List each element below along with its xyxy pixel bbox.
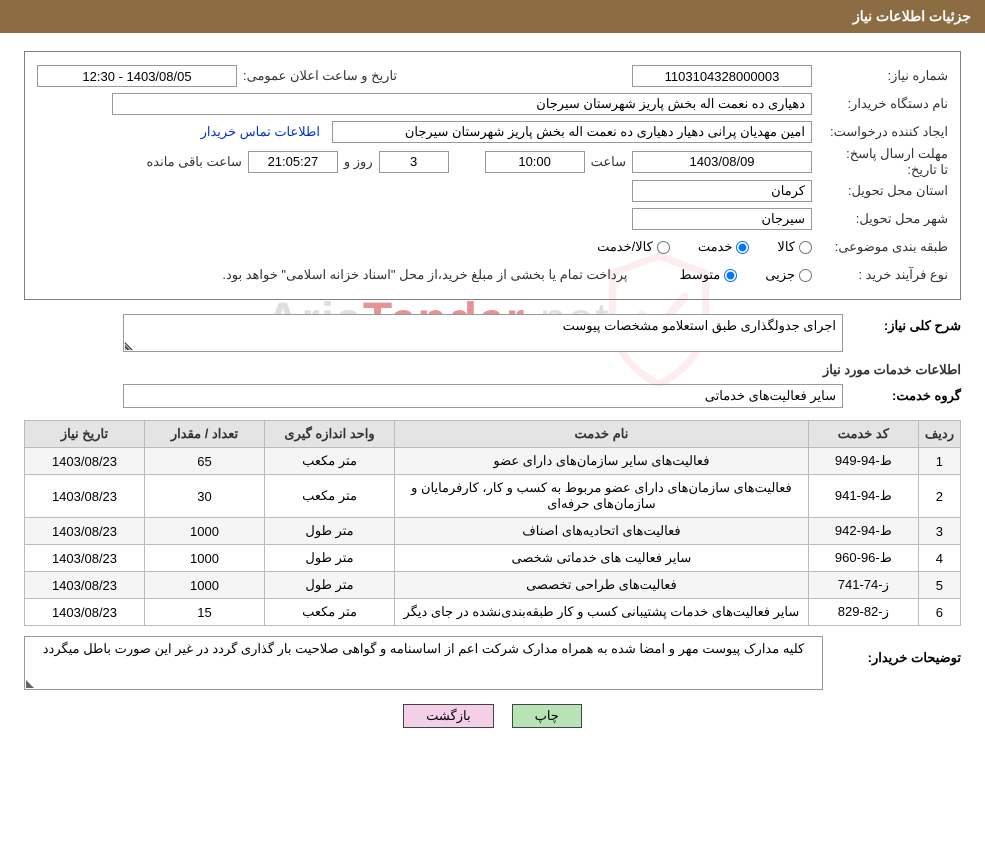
cell-name: سایر فعالیت‌های خدمات پشتیبانی کسب و کار…	[395, 599, 809, 626]
cell-unit: متر طول	[265, 518, 395, 545]
deadline-date: 1403/08/09	[632, 151, 812, 173]
radio-small[interactable]: جزیی	[765, 267, 812, 283]
payment-note: پرداخت تمام یا بخشی از مبلغ خرید،از محل …	[222, 267, 627, 283]
remaining-days: 3	[379, 151, 449, 173]
table-row: 5ز-74-741فعالیت‌های طراحی تخصصیمتر طول10…	[25, 572, 961, 599]
buyer-org-label: نام دستگاه خریدار:	[818, 96, 948, 112]
cell-qty: 1000	[145, 518, 265, 545]
cell-date: 1403/08/23	[25, 545, 145, 572]
cell-name: فعالیت‌های اتحادیه‌های اصناف	[395, 518, 809, 545]
cell-qty: 1000	[145, 572, 265, 599]
cell-n: 2	[918, 475, 960, 518]
cell-n: 5	[918, 572, 960, 599]
table-row: 6ز-82-829سایر فعالیت‌های خدمات پشتیبانی …	[25, 599, 961, 626]
table-row: 1ط-94-949فعالیت‌های سایر سازمان‌های دارا…	[25, 448, 961, 475]
cell-unit: متر طول	[265, 545, 395, 572]
remaining-days-label: روز و	[344, 154, 373, 170]
cell-code: ط-94-941	[808, 475, 918, 518]
cell-n: 1	[918, 448, 960, 475]
need-no-label: شماره نیاز:	[818, 68, 948, 84]
th-unit: واحد اندازه گیری	[265, 421, 395, 448]
general-desc-label: شرح کلی نیاز:	[851, 314, 961, 334]
cell-unit: متر مکعب	[265, 475, 395, 518]
services-table: ردیف کد خدمت نام خدمت واحد اندازه گیری ت…	[24, 420, 961, 626]
buyer-desc-label: توضیحات خریدار:	[831, 636, 961, 666]
table-header-row: ردیف کد خدمت نام خدمت واحد اندازه گیری ت…	[25, 421, 961, 448]
service-group-value: سایر فعالیت‌های خدماتی	[123, 384, 843, 408]
city-label: شهر محل تحویل:	[818, 211, 948, 227]
cell-date: 1403/08/23	[25, 475, 145, 518]
province-label: استان محل تحویل:	[818, 183, 948, 199]
cell-date: 1403/08/23	[25, 599, 145, 626]
radio-both[interactable]: کالا/خدمت	[597, 239, 670, 255]
radio-service[interactable]: خدمت	[698, 239, 750, 255]
cell-name: سایر فعالیت های خدماتی شخصی	[395, 545, 809, 572]
table-row: 2ط-94-941فعالیت‌های سازمان‌های دارای عضو…	[25, 475, 961, 518]
th-date: تاریخ نیاز	[25, 421, 145, 448]
general-desc-text[interactable]: اجرای جدولگذاری طبق استعلامو مشخصات پیوس…	[123, 314, 843, 352]
cell-n: 6	[918, 599, 960, 626]
cell-n: 3	[918, 518, 960, 545]
print-button[interactable]: چاپ	[512, 704, 582, 728]
cell-qty: 1000	[145, 545, 265, 572]
radio-goods[interactable]: کالا	[777, 239, 812, 255]
th-row: ردیف	[918, 421, 960, 448]
need-no-value: 1103104328000003	[632, 65, 812, 87]
cell-code: ط-94-942	[808, 518, 918, 545]
cell-qty: 30	[145, 475, 265, 518]
buyer-desc-text[interactable]: کلیه مدارک پیوست مهر و امضا شده به همراه…	[24, 636, 823, 690]
cell-code: ط-96-960	[808, 545, 918, 572]
cell-name: فعالیت‌های سایر سازمان‌های دارای عضو	[395, 448, 809, 475]
process-label: نوع فرآیند خرید :	[818, 267, 948, 283]
th-name: نام خدمت	[395, 421, 809, 448]
buyer-contact-link[interactable]: اطلاعات تماس خریدار	[201, 124, 320, 140]
province-value: کرمان	[632, 180, 812, 202]
cell-qty: 15	[145, 599, 265, 626]
cell-date: 1403/08/23	[25, 572, 145, 599]
radio-medium[interactable]: متوسط	[679, 267, 737, 283]
topic-label: طبقه بندی موضوعی:	[818, 239, 948, 255]
deadline-time: 10:00	[485, 151, 585, 173]
deadline-label: مهلت ارسال پاسخ:تا تاریخ:	[818, 146, 948, 177]
cell-qty: 65	[145, 448, 265, 475]
table-row: 4ط-96-960سایر فعالیت های خدماتی شخصیمتر …	[25, 545, 961, 572]
cell-date: 1403/08/23	[25, 448, 145, 475]
cell-unit: متر مکعب	[265, 599, 395, 626]
requester-value: امین مهدیان پرانی دهیار دهیاری ده نعمت ا…	[332, 121, 812, 143]
table-row: 3ط-94-942فعالیت‌های اتحادیه‌های اصنافمتر…	[25, 518, 961, 545]
cell-date: 1403/08/23	[25, 518, 145, 545]
deadline-time-label: ساعت	[591, 154, 626, 170]
th-qty: تعداد / مقدار	[145, 421, 265, 448]
info-panel: شماره نیاز: 1103104328000003 تاریخ و ساع…	[24, 51, 961, 300]
services-section-title: اطلاعات خدمات مورد نیاز	[24, 362, 961, 378]
remaining-suffix: ساعت باقی مانده	[146, 154, 241, 170]
cell-unit: متر طول	[265, 572, 395, 599]
cell-name: فعالیت‌های سازمان‌های دارای عضو مربوط به…	[395, 475, 809, 518]
pub-datetime-value: 1403/08/05 - 12:30	[37, 65, 237, 87]
cell-n: 4	[918, 545, 960, 572]
buyer-org-value: دهیاری ده نعمت اله بخش پاریز شهرستان سیر…	[112, 93, 812, 115]
cell-code: ز-74-741	[808, 572, 918, 599]
th-code: کد خدمت	[808, 421, 918, 448]
requester-label: ایجاد کننده درخواست:	[818, 124, 948, 140]
city-value: سیرجان	[632, 208, 812, 230]
cell-code: ط-94-949	[808, 448, 918, 475]
back-button[interactable]: بازگشت	[403, 704, 493, 728]
remaining-time: 21:05:27	[248, 151, 338, 173]
page-header: جزئیات اطلاعات نیاز	[0, 0, 985, 33]
pub-datetime-label: تاریخ و ساعت اعلان عمومی:	[243, 68, 397, 84]
page-title: جزئیات اطلاعات نیاز	[853, 8, 971, 24]
service-group-label: گروه خدمت:	[851, 388, 961, 404]
cell-name: فعالیت‌های طراحی تخصصی	[395, 572, 809, 599]
cell-code: ز-82-829	[808, 599, 918, 626]
cell-unit: متر مکعب	[265, 448, 395, 475]
